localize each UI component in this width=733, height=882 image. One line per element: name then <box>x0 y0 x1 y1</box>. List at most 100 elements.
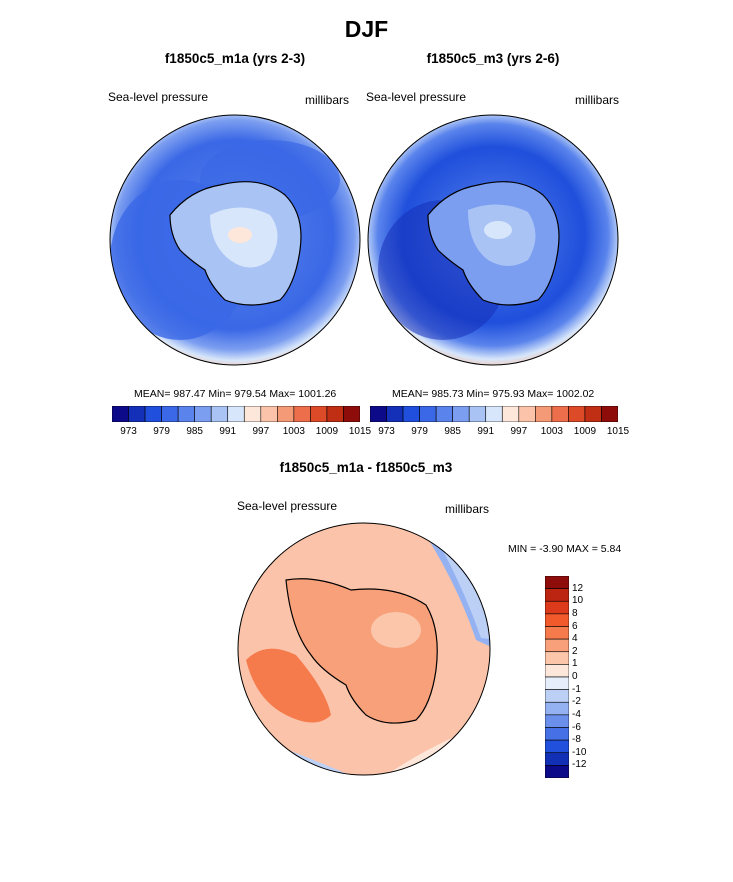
colorbar-2-tick-label: 979 <box>411 426 428 437</box>
diff-panel-plateau <box>371 612 421 648</box>
diff-colorbar-tick-label: 4 <box>572 633 578 645</box>
colorbar-2-tick-label: 985 <box>444 426 461 437</box>
colorbar-1-tick-label: 991 <box>219 426 237 437</box>
colorbar-1-box <box>260 406 278 422</box>
diff-colorbar-tick-label: -10 <box>572 746 587 758</box>
diff-panel-colorbar-ticks: 12 10 8 6 4 2 1 0 -1 -2 -4 -6 -8 -10 -12 <box>572 576 612 778</box>
diff-colorbar-tick-label: 12 <box>572 582 584 594</box>
diff-colorbar-box <box>545 588 569 602</box>
figure-title: DJF <box>344 16 389 42</box>
colorbar-2-tick-label: 1003 <box>540 426 563 437</box>
colorbar-2-box <box>402 406 420 422</box>
colorbar-2-box <box>501 406 520 422</box>
colorbar-1-tick-label: 1009 <box>315 426 339 437</box>
panel-2-colorbar <box>370 406 618 422</box>
diff-panel-title: f1850c5_m1a - f1850c5_m3 <box>279 460 453 475</box>
diff-colorbar-box <box>545 739 569 754</box>
diff-colorbar-box <box>545 664 569 678</box>
diff-colorbar-box <box>545 752 569 766</box>
colorbar-2-box <box>535 406 553 422</box>
colorbar-1-box <box>144 406 162 422</box>
colorbar-1-box <box>210 406 229 422</box>
diff-colorbar-tick-label: -2 <box>572 696 581 708</box>
diff-colorbar-box <box>545 727 569 741</box>
diff-panel-colorbar <box>545 576 569 778</box>
diff-colorbar-tick-label: -4 <box>572 708 581 720</box>
colorbar-1-tick-label: 1003 <box>282 426 305 437</box>
diff-colorbar-box <box>545 626 569 640</box>
colorbar-2-box <box>485 406 503 422</box>
diff-colorbar-box <box>545 701 569 716</box>
colorbar-2-tick-label: 991 <box>477 426 495 437</box>
diff-colorbar-box <box>545 765 569 778</box>
diff-colorbar-tick-label: 2 <box>572 645 578 657</box>
panel-1-colorbar <box>112 406 360 422</box>
colorbar-1-tick-label: 979 <box>153 426 170 437</box>
colorbar-1-tick-label: 973 <box>120 426 137 437</box>
colorbar-1-box <box>243 406 262 422</box>
panel-1-high-spot <box>228 227 252 243</box>
panel-1-units-label: millibars <box>305 93 350 107</box>
panel-2-stats: MEAN= 985.73 Min= 975.93 Max= 1002.02 <box>392 388 595 400</box>
colorbar-1-box <box>128 406 146 422</box>
diff-colorbar-tick-label: -12 <box>572 759 587 771</box>
diff-panel-map-border <box>237 522 491 776</box>
diff-colorbar-box <box>545 676 569 690</box>
colorbar-2-box <box>568 406 586 422</box>
colorbar-2-box <box>370 406 387 422</box>
colorbar-1-box <box>227 406 245 422</box>
colorbar-2-box <box>584 406 602 422</box>
colorbar-2-box <box>452 406 470 422</box>
diff-colorbar-tick-label: -8 <box>572 734 581 746</box>
diff-panel-units-label: millibars <box>445 502 490 516</box>
diff-colorbar-tick-label: -6 <box>572 721 581 733</box>
colorbar-2-tick-label: 997 <box>510 426 528 437</box>
diff-panel-variable-label: Sea-level pressure <box>237 499 338 513</box>
colorbar-1-box <box>310 406 328 422</box>
panel-2-map <box>367 114 619 366</box>
panel-2-high-spot <box>484 221 512 239</box>
diff-panel-minmax: MIN = -3.90 MAX = 5.84 <box>508 543 622 555</box>
panel-1-colorbar-ticks: 973 979 985 991 997 1003 1009 1015 <box>112 426 371 440</box>
diff-panel-map <box>237 522 491 776</box>
colorbar-1-box <box>194 406 212 422</box>
colorbar-2-box <box>435 406 453 422</box>
panel-1-map <box>109 114 361 366</box>
panel-2-units-label: millibars <box>575 93 620 107</box>
panel-1-title: f1850c5_m1a (yrs 2-3) <box>164 51 306 66</box>
diff-colorbar-box <box>545 600 569 615</box>
colorbar-2-box <box>551 406 569 422</box>
panel-1-stats: MEAN= 987.47 Min= 979.54 Max= 1001.26 <box>134 388 337 400</box>
diff-colorbar-tick-label: 0 <box>572 671 578 682</box>
panel-2-colorbar-ticks: 973 979 985 991 997 1003 1009 1015 <box>370 426 629 440</box>
colorbar-2-box <box>468 406 487 422</box>
diff-colorbar-box <box>545 576 569 589</box>
diff-colorbar-box <box>545 638 569 653</box>
colorbar-1-box <box>326 406 344 422</box>
colorbar-1-tick-label: 1015 <box>348 426 372 437</box>
panel-2-variable-label: Sea-level pressure <box>366 90 467 104</box>
colorbar-1-box <box>293 406 311 422</box>
colorbar-2-box <box>386 406 404 422</box>
panel-1-variable-label: Sea-level pressure <box>108 90 209 104</box>
colorbar-2-tick-label: 1009 <box>573 426 597 437</box>
colorbar-2-box <box>601 406 618 422</box>
diff-colorbar-box <box>545 651 569 665</box>
colorbar-2-box <box>419 406 437 422</box>
colorbar-1-box <box>161 406 179 422</box>
diff-colorbar-tick-label: 1 <box>572 658 578 670</box>
colorbar-1-box <box>112 406 129 422</box>
diff-colorbar-tick-label: -1 <box>572 683 581 695</box>
panel-2-title: f1850c5_m3 (yrs 2-6) <box>426 51 560 66</box>
diff-panel-positive-max <box>246 648 331 723</box>
colorbar-1-box <box>177 406 195 422</box>
colorbar-1-box <box>343 406 360 422</box>
colorbar-1-tick-label: 985 <box>186 426 203 437</box>
panel-1-map-border <box>109 114 361 366</box>
diff-colorbar-box <box>545 613 569 627</box>
colorbar-1-box <box>277 406 295 422</box>
colorbar-2-tick-label: 1015 <box>606 426 630 437</box>
colorbar-1-tick-label: 997 <box>252 426 270 437</box>
diff-colorbar-tick-label: 10 <box>572 595 584 607</box>
diff-colorbar-tick-label: 6 <box>572 620 578 632</box>
